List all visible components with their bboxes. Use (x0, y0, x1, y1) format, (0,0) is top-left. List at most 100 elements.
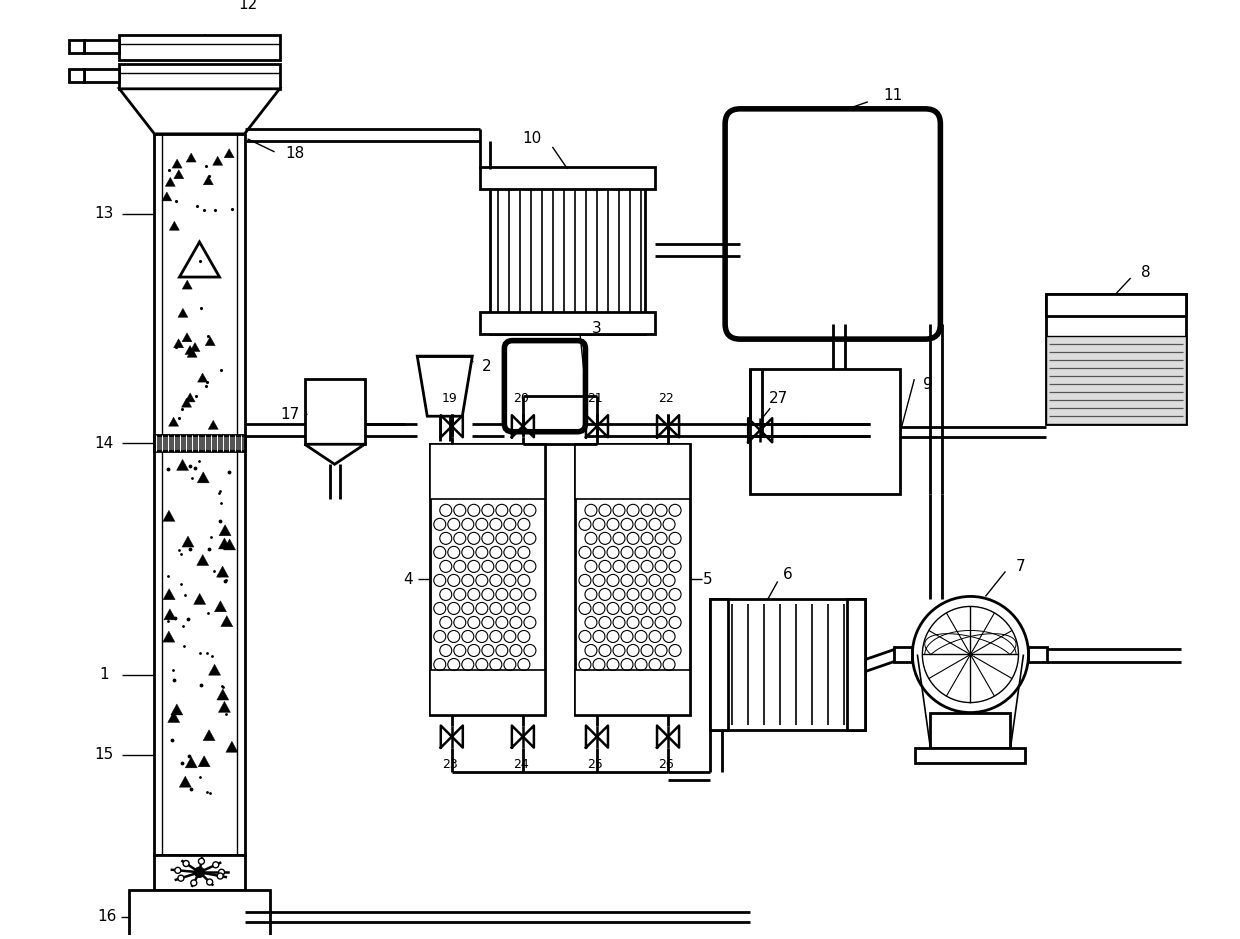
Polygon shape (186, 153, 196, 162)
Circle shape (198, 858, 205, 864)
Polygon shape (208, 421, 218, 429)
Polygon shape (171, 704, 182, 715)
Bar (1045, 336, 1185, 424)
Polygon shape (164, 589, 175, 600)
Bar (575, 444, 691, 715)
Bar (84, 40, 119, 54)
Text: 2: 2 (482, 359, 491, 374)
Polygon shape (182, 280, 192, 289)
Bar (1045, 294, 1185, 424)
Text: 10: 10 (523, 131, 542, 146)
Polygon shape (185, 393, 195, 402)
Bar (1028, 648, 1047, 661)
Polygon shape (180, 777, 191, 787)
Polygon shape (203, 176, 213, 185)
Bar (69, 69, 84, 83)
Text: 24: 24 (513, 758, 528, 771)
Bar (894, 648, 913, 661)
Polygon shape (190, 343, 200, 351)
Bar (119, 64, 279, 89)
Polygon shape (206, 337, 216, 346)
Bar (84, 69, 119, 83)
Bar (155, 436, 244, 452)
Circle shape (213, 862, 218, 868)
Polygon shape (165, 177, 175, 186)
Polygon shape (167, 712, 180, 722)
Text: 21: 21 (587, 392, 603, 405)
Polygon shape (226, 741, 238, 752)
Bar (750, 369, 900, 494)
Polygon shape (172, 159, 182, 168)
Circle shape (207, 879, 213, 885)
Text: 17: 17 (280, 407, 299, 422)
Bar (119, 35, 279, 60)
Polygon shape (223, 539, 236, 550)
Bar (1045, 294, 1185, 316)
Circle shape (177, 875, 184, 881)
Polygon shape (177, 308, 188, 317)
Text: 4: 4 (403, 572, 413, 587)
Polygon shape (185, 346, 195, 355)
Text: 15: 15 (94, 747, 114, 762)
Polygon shape (197, 555, 208, 565)
Polygon shape (197, 472, 210, 483)
Polygon shape (221, 616, 233, 626)
Bar (155, 854, 244, 890)
Polygon shape (198, 756, 210, 767)
Polygon shape (182, 536, 193, 547)
Bar (930, 713, 1011, 747)
Text: 14: 14 (94, 436, 114, 451)
Polygon shape (305, 444, 365, 464)
Polygon shape (182, 332, 192, 342)
Polygon shape (170, 222, 180, 230)
Text: 8: 8 (1141, 265, 1151, 280)
Bar (847, 599, 866, 730)
Polygon shape (185, 757, 197, 768)
Text: 26: 26 (658, 758, 673, 771)
Text: 18: 18 (285, 146, 304, 162)
Text: 9: 9 (924, 377, 934, 392)
Bar (490, 169, 645, 334)
FancyBboxPatch shape (725, 109, 940, 339)
Text: 20: 20 (513, 392, 528, 405)
Polygon shape (162, 631, 175, 642)
Polygon shape (215, 601, 227, 612)
Circle shape (175, 868, 181, 873)
Polygon shape (217, 566, 228, 577)
Polygon shape (161, 192, 172, 201)
Polygon shape (219, 525, 231, 536)
Polygon shape (119, 89, 279, 134)
Text: 11: 11 (883, 88, 903, 103)
Polygon shape (162, 510, 175, 521)
Bar (711, 599, 866, 730)
Bar (305, 379, 365, 444)
Polygon shape (213, 156, 223, 165)
Circle shape (195, 868, 205, 877)
Circle shape (184, 860, 188, 867)
Text: 19: 19 (441, 392, 458, 405)
Text: 13: 13 (94, 207, 114, 222)
Polygon shape (218, 538, 231, 549)
Bar (711, 599, 728, 730)
Polygon shape (174, 339, 184, 347)
Bar (575, 670, 691, 715)
Text: 5: 5 (703, 572, 713, 587)
Bar (430, 444, 544, 715)
Text: 12: 12 (238, 0, 257, 12)
Bar (480, 167, 655, 189)
Text: 6: 6 (782, 567, 792, 582)
Polygon shape (164, 608, 176, 620)
Text: 3: 3 (591, 321, 601, 336)
Polygon shape (193, 593, 206, 605)
Polygon shape (197, 373, 207, 382)
Bar (430, 444, 544, 500)
Text: 22: 22 (658, 392, 673, 405)
Circle shape (191, 880, 197, 885)
Text: 23: 23 (441, 758, 458, 771)
Polygon shape (181, 398, 192, 408)
Bar (430, 670, 544, 715)
Bar (155, 134, 244, 854)
Text: 7: 7 (1016, 559, 1025, 574)
Polygon shape (187, 348, 197, 357)
Bar (129, 890, 269, 939)
